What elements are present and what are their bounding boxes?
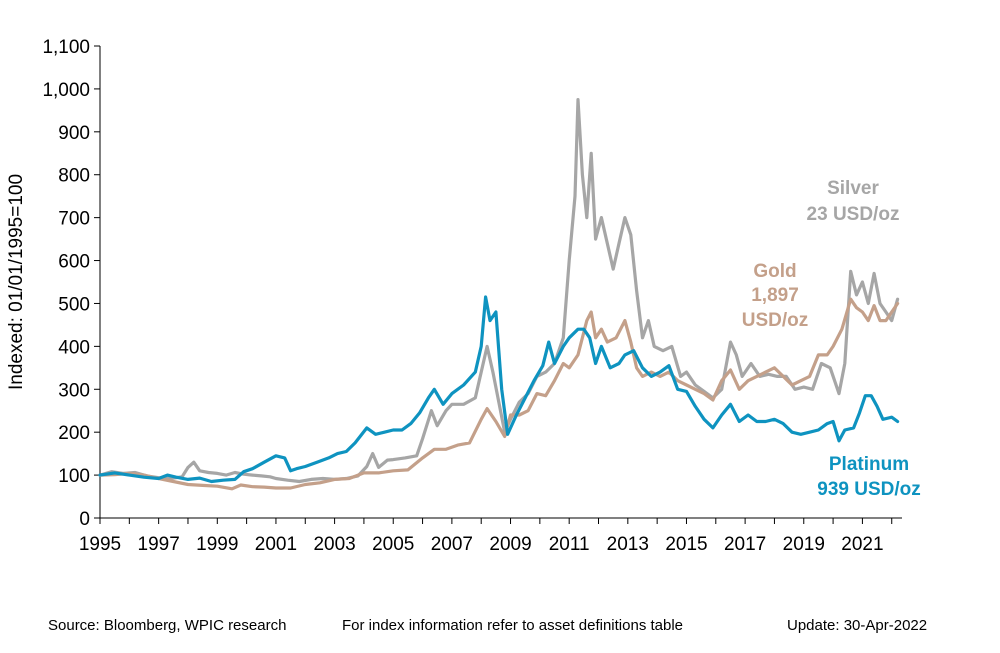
y-tick-label: 300 [58,380,90,401]
series-label-gold-name: Gold [753,261,796,282]
x-tick-label: 2005 [372,534,414,555]
price-index-chart: 0 100 200 300 400 500 600 700 800 900 1,000 1,100 1… [6,37,921,555]
x-axis: 1995 1997 1999 2001 2003 2005 2007 2009 2011 2013… [79,517,902,555]
x-tick-label: 2019 [783,534,825,555]
series-lines [98,98,900,491]
series-label-platinum-name: Platinum [829,454,909,475]
series-label-gold: Gold 1,897 USD/oz [742,261,809,331]
series-line-silver [98,98,900,484]
footer-update: Update: 30-Apr-2022 [787,617,928,634]
y-tick-label: 400 [58,337,90,358]
x-tick-label: 2021 [841,534,883,555]
x-tick-label: 1997 [138,534,180,555]
y-tick-label: 800 [58,166,90,187]
y-tick-label: 1,100 [42,37,90,58]
y-tick-label: 900 [58,123,90,144]
series-label-gold-unit: USD/oz [742,310,809,331]
x-tick-label: 2007 [431,534,473,555]
footer-note: For index information refer to asset def… [342,617,684,634]
series-label-platinum-price: 939 USD/oz [817,479,920,500]
x-tick-label: 2003 [313,534,355,555]
series-line-gold [98,297,900,491]
series-label-silver: Silver 23 USD/oz [807,178,900,225]
x-tick-label: 2013 [607,534,649,555]
y-tick-label: 0 [79,509,90,530]
x-tick-label: 2001 [255,534,297,555]
y-axis-label: Indexed: 01/01/1995=100 [6,174,27,390]
x-tick-label: 2015 [665,534,707,555]
series-line-platinum [98,295,900,484]
y-tick-label: 600 [58,252,90,273]
y-tick-label: 1,000 [42,80,90,101]
footer-source: Source: Bloomberg, WPIC research [48,617,287,634]
series-label-silver-price: 23 USD/oz [807,204,900,225]
y-tick-label: 500 [58,294,90,315]
y-tick-label: 200 [58,423,90,444]
x-tick-label: 1995 [79,534,121,555]
series-label-silver-name: Silver [827,178,879,199]
y-tick-label: 100 [58,466,90,487]
series-label-platinum: Platinum 939 USD/oz [817,454,920,500]
x-tick-label: 2017 [724,534,766,555]
x-tick-label: 2009 [489,534,531,555]
y-axis: 0 100 200 300 400 500 600 700 800 900 1,000 1,100 [42,37,101,530]
series-label-gold-price: 1,897 [751,285,799,306]
y-tick-label: 700 [58,209,90,230]
x-tick-label: 2011 [549,534,590,555]
x-tick-label: 1999 [196,534,238,555]
